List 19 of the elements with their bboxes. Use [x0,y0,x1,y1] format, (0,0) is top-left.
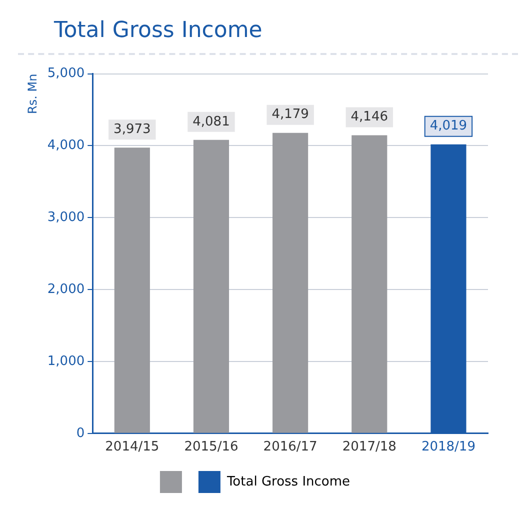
data-label: 4,081 [192,114,230,130]
data-label: 4,146 [350,110,388,125]
x-tick-label: 2018/19 [421,440,476,455]
x-tick-label: 2016/17 [263,440,318,455]
y-axis-title: Rs. Mn [25,74,40,114]
y-tick-label: 1,000 [47,354,85,369]
x-tick-label: 2017/18 [342,440,396,455]
y-tick-label: 3,000 [47,210,85,226]
data-label: 4,019 [430,118,468,134]
y-tick-label: 0 [76,426,85,441]
data-label: 4,179 [272,107,309,122]
y-tick-label: 2,000 [47,282,85,297]
y-tick-label: 4,000 [47,138,85,154]
data-label: 3,973 [114,122,151,138]
x-tick-label: 2015/16 [184,440,238,455]
chart-title: Total Gross Income [18,18,518,55]
legend-label: Total Gross Income [226,474,350,490]
x-tick-label: 2014/15 [105,440,160,455]
y-tick-label: 5,000 [47,66,85,82]
